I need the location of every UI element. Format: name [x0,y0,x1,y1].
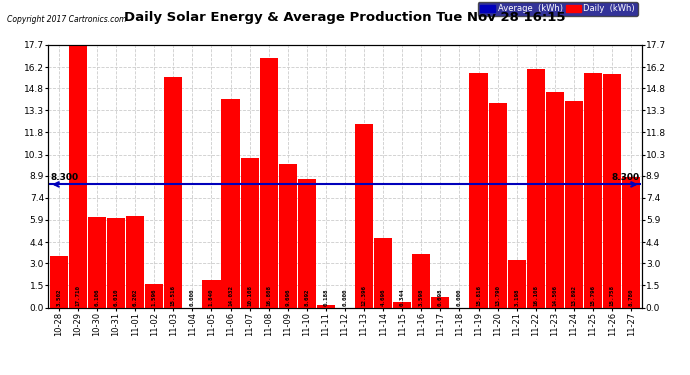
Bar [489,103,506,308]
Text: 13.892: 13.892 [571,285,576,306]
Bar [126,216,144,308]
Bar [412,254,431,308]
Text: 14.032: 14.032 [228,285,233,306]
Bar [298,178,316,308]
Bar [221,99,239,308]
Bar [279,164,297,308]
Text: 12.396: 12.396 [362,285,366,306]
Bar [69,45,87,308]
Text: 16.808: 16.808 [266,285,271,306]
Bar [622,177,640,308]
Text: 3.502: 3.502 [57,289,61,306]
Text: 0.000: 0.000 [342,289,348,306]
Text: 15.796: 15.796 [591,285,595,306]
Text: 0.698: 0.698 [438,289,443,306]
Text: 15.816: 15.816 [476,285,481,306]
Legend: Average  (kWh), Daily  (kWh): Average (kWh), Daily (kWh) [477,2,638,16]
Bar [88,217,106,308]
Bar [202,280,221,308]
Text: 8.300: 8.300 [611,173,640,182]
Bar [259,58,278,308]
Bar [317,305,335,308]
Text: 10.108: 10.108 [247,285,252,306]
Text: 3.198: 3.198 [514,289,519,306]
Text: 15.516: 15.516 [171,285,176,306]
Bar [374,238,392,308]
Bar [469,73,488,308]
Bar [145,284,164,308]
Bar [526,69,545,308]
Text: 8.692: 8.692 [304,289,309,306]
Text: Copyright 2017 Cartronics.com: Copyright 2017 Cartronics.com [7,15,126,24]
Text: 0.344: 0.344 [400,289,405,306]
Text: 1.596: 1.596 [152,289,157,306]
Bar [355,124,373,308]
Bar [393,302,411,307]
Bar [50,256,68,308]
Text: 1.840: 1.840 [209,289,214,306]
Text: 6.010: 6.010 [114,289,119,306]
Text: 0.000: 0.000 [190,289,195,306]
Bar [107,218,125,308]
Bar [603,74,621,308]
Bar [546,92,564,308]
Bar [584,73,602,308]
Text: 14.506: 14.506 [553,285,558,306]
Text: 16.108: 16.108 [533,285,538,306]
Text: 4.696: 4.696 [381,289,386,306]
Bar [508,260,526,308]
Bar [431,297,449,307]
Text: 15.758: 15.758 [610,285,615,306]
Text: 13.790: 13.790 [495,285,500,306]
Bar [241,158,259,308]
Text: 8.300: 8.300 [50,173,79,182]
Text: 6.202: 6.202 [132,289,137,306]
Text: 0.000: 0.000 [457,289,462,306]
Text: 0.188: 0.188 [324,289,328,306]
Text: 3.598: 3.598 [419,289,424,306]
Text: 8.780: 8.780 [629,289,633,306]
Text: 17.710: 17.710 [75,285,80,306]
Text: 6.106: 6.106 [95,289,99,306]
Bar [565,102,583,308]
Text: 9.696: 9.696 [285,289,290,306]
Text: Daily Solar Energy & Average Production Tue Nov 28 16:15: Daily Solar Energy & Average Production … [124,11,566,24]
Bar [164,77,182,308]
